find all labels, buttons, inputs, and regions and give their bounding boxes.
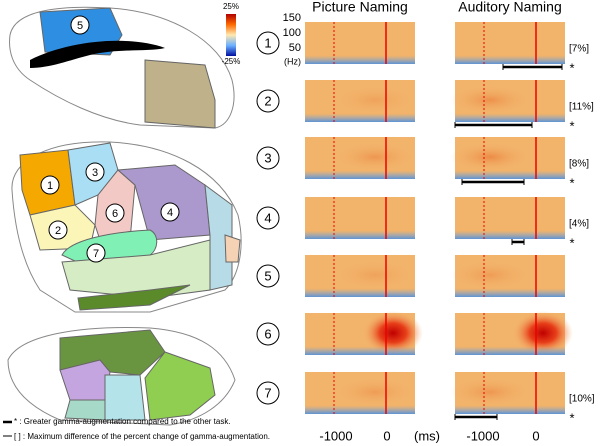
tf-baseline: [305, 137, 415, 179]
region-circle: [86, 243, 106, 263]
freq-tick: 150: [283, 12, 301, 24]
difference-label: [8%]: [569, 159, 589, 170]
legend-star: * : Greater gamma-augmentation compared …: [14, 417, 231, 426]
region-circle: [160, 202, 180, 222]
tf-baseline: [455, 137, 565, 179]
row-circle: [256, 264, 280, 288]
region-label: 1: [47, 180, 53, 192]
colorbar-min: -25%: [222, 57, 241, 66]
row-circle: [256, 381, 280, 405]
difference-label: [10%]: [569, 394, 595, 405]
row-label: 7: [264, 385, 271, 400]
tf-baseline: [455, 197, 565, 239]
column-title: Auditory Naming: [458, 0, 562, 15]
region-circle: [105, 203, 125, 223]
tf-baseline: [305, 22, 415, 64]
row-label: 3: [264, 150, 271, 165]
row-circle: [256, 89, 280, 113]
colorbar-max: 25%: [223, 2, 239, 11]
region-label: 4: [167, 207, 173, 219]
legend-bracket-text: [ ] : Maximum difference of the percent …: [14, 432, 270, 441]
row-label: 2: [264, 93, 271, 108]
region-circle: [48, 220, 68, 240]
significance-star: *: [569, 60, 574, 75]
tf-baseline: [455, 372, 565, 414]
time-tick: 0: [532, 428, 539, 443]
row-circle: [256, 206, 280, 230]
region-label: 7: [93, 248, 99, 260]
row-label: 6: [264, 326, 271, 341]
tf-baseline: [455, 80, 565, 122]
tf-baseline: [305, 372, 415, 414]
region-label: 5: [77, 20, 83, 32]
region-label: 2: [55, 225, 61, 237]
column-title: Picture Naming: [312, 0, 408, 15]
row-label: 4: [264, 210, 271, 225]
significance-star: *: [569, 118, 574, 133]
region-label: 3: [92, 167, 98, 179]
brain-medial-top: [9, 6, 235, 129]
significance-star: *: [569, 175, 574, 190]
significance-star: *: [569, 235, 574, 250]
freq-tick: (Hz): [284, 56, 301, 66]
brain-lateral: [11, 141, 242, 313]
freq-tick: 100: [283, 27, 301, 39]
row-label: 5: [264, 268, 271, 283]
time-tick: -1000: [466, 428, 499, 443]
region-label: 6: [112, 208, 118, 220]
brain-ventral: [7, 327, 236, 426]
tf-baseline: [305, 255, 415, 297]
tf-baseline: [305, 80, 415, 122]
region-circle: [70, 15, 90, 35]
time-tick: (ms): [414, 428, 440, 443]
tf-baseline: [455, 22, 565, 64]
difference-label: [4%]: [569, 219, 589, 230]
time-tick: 0: [383, 428, 390, 443]
difference-label: [11%]: [569, 102, 594, 113]
freq-tick: 50: [289, 42, 301, 54]
region-circle: [40, 175, 60, 195]
tf-baseline: [455, 255, 565, 297]
time-tick: -1000: [319, 428, 352, 443]
row-circle: [256, 146, 280, 170]
row-circle: [256, 31, 280, 55]
row-label: 1: [264, 35, 271, 50]
tf-baseline: [305, 313, 415, 355]
tf-baseline: [305, 197, 415, 239]
row-circle: [256, 322, 280, 346]
tf-panels: Picture Naming Auditory Naming 1 [7%] * 2 [11%…: [256, 0, 595, 443]
region-circle: [85, 162, 105, 182]
colorbar: [226, 14, 236, 56]
significance-star: *: [569, 410, 574, 425]
brain-labels: 5 1 2 3 6 4 7: [40, 15, 180, 263]
difference-label: [7%]: [569, 44, 589, 55]
tf-baseline: [455, 313, 565, 355]
